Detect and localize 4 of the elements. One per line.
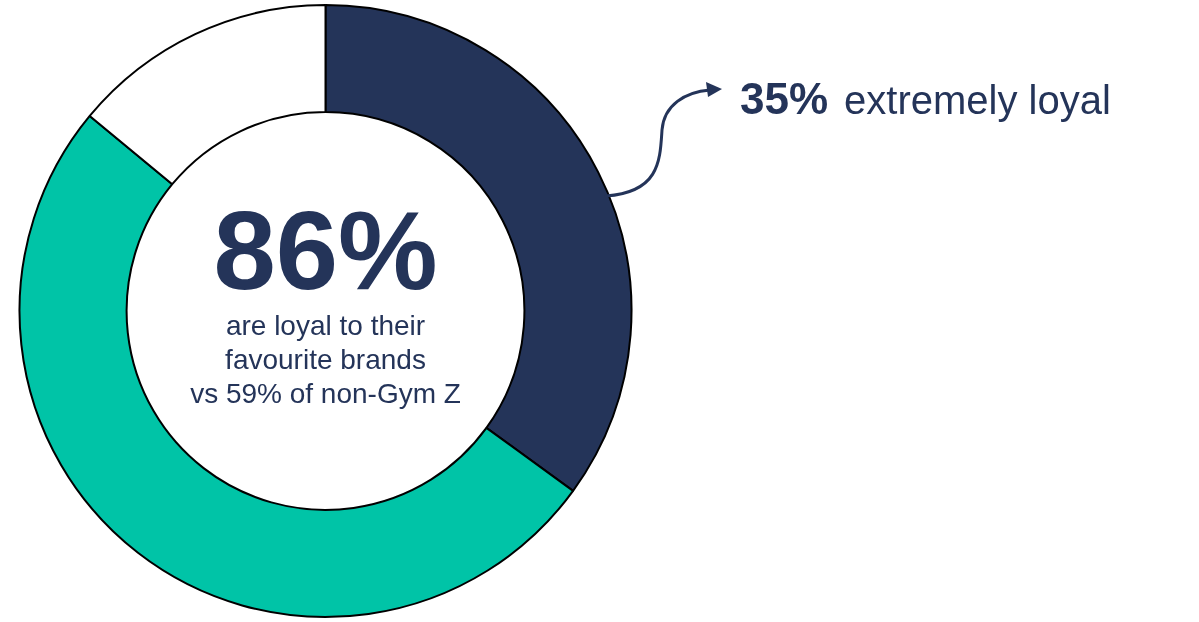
text: are loyal to their favourite brands vs 59% of non-Gym Z <box>190 310 461 409</box>
slice-label: extremely loyal <box>844 78 1111 122</box>
text: 86% <box>213 188 438 313</box>
data-label: 35% <box>740 74 829 123</box>
